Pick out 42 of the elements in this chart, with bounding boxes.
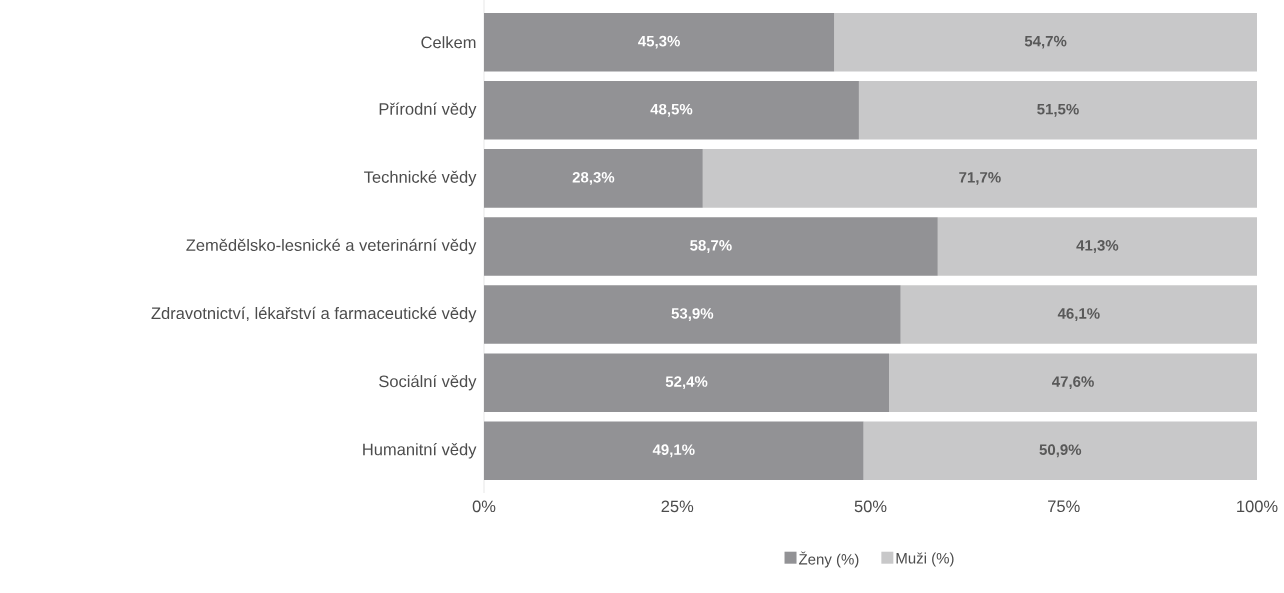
bar — [834, 12, 1258, 72]
legend-label: Muži (%) — [896, 552, 954, 567]
data-label: 45,3% — [638, 35, 680, 49]
data-label: 47,6% — [1052, 376, 1094, 390]
bar — [858, 81, 1258, 140]
bar — [900, 285, 1258, 344]
y-tick-label: Technické vědy — [364, 170, 477, 187]
legend-label: Ženy (%) — [798, 551, 859, 568]
data-label: 58,7% — [690, 240, 732, 253]
y-tick-label: Zdravotnictví, lékařství a farmaceutické vědy — [151, 306, 477, 323]
bar — [937, 217, 1258, 276]
bar — [702, 149, 1258, 208]
bar — [484, 217, 938, 276]
data-label: 48,5% — [650, 103, 693, 117]
y-tick-label: Humanitní vědy — [363, 442, 477, 459]
data-label: 51,5% — [1037, 103, 1079, 117]
bar — [484, 149, 703, 208]
bar — [484, 81, 859, 140]
bar — [484, 353, 890, 412]
data-label: 53,9% — [671, 308, 714, 321]
x-tick-label: 25% — [661, 500, 694, 513]
x-tick-label: 0% — [472, 500, 496, 513]
data-label: 52,4% — [665, 376, 708, 390]
data-label: 50,9% — [1039, 444, 1082, 458]
data-label: 49,1% — [652, 444, 695, 458]
bar — [484, 12, 835, 72]
y-tick-label: Sociální vědy — [379, 374, 477, 391]
x-tick-label: 100% — [1237, 500, 1278, 513]
data-label: 71,7% — [959, 172, 1001, 185]
data-label: 46,1% — [1057, 308, 1100, 321]
y-tick-label: Zemědělsko-lesnické a veterinární vědy — [186, 238, 477, 255]
bar — [484, 421, 864, 481]
bar — [863, 421, 1258, 481]
data-label: 28,3% — [572, 172, 615, 185]
bar — [484, 285, 901, 344]
data-label: 41,3% — [1076, 240, 1119, 253]
bar — [889, 353, 1258, 412]
data-label: 54,7% — [1024, 35, 1067, 49]
y-tick-label: Celkem — [421, 36, 476, 49]
y-tick-label: Přírodní vědy — [379, 102, 477, 119]
x-tick-label: 50% — [854, 500, 887, 513]
x-tick-label: 75% — [1048, 500, 1080, 513]
